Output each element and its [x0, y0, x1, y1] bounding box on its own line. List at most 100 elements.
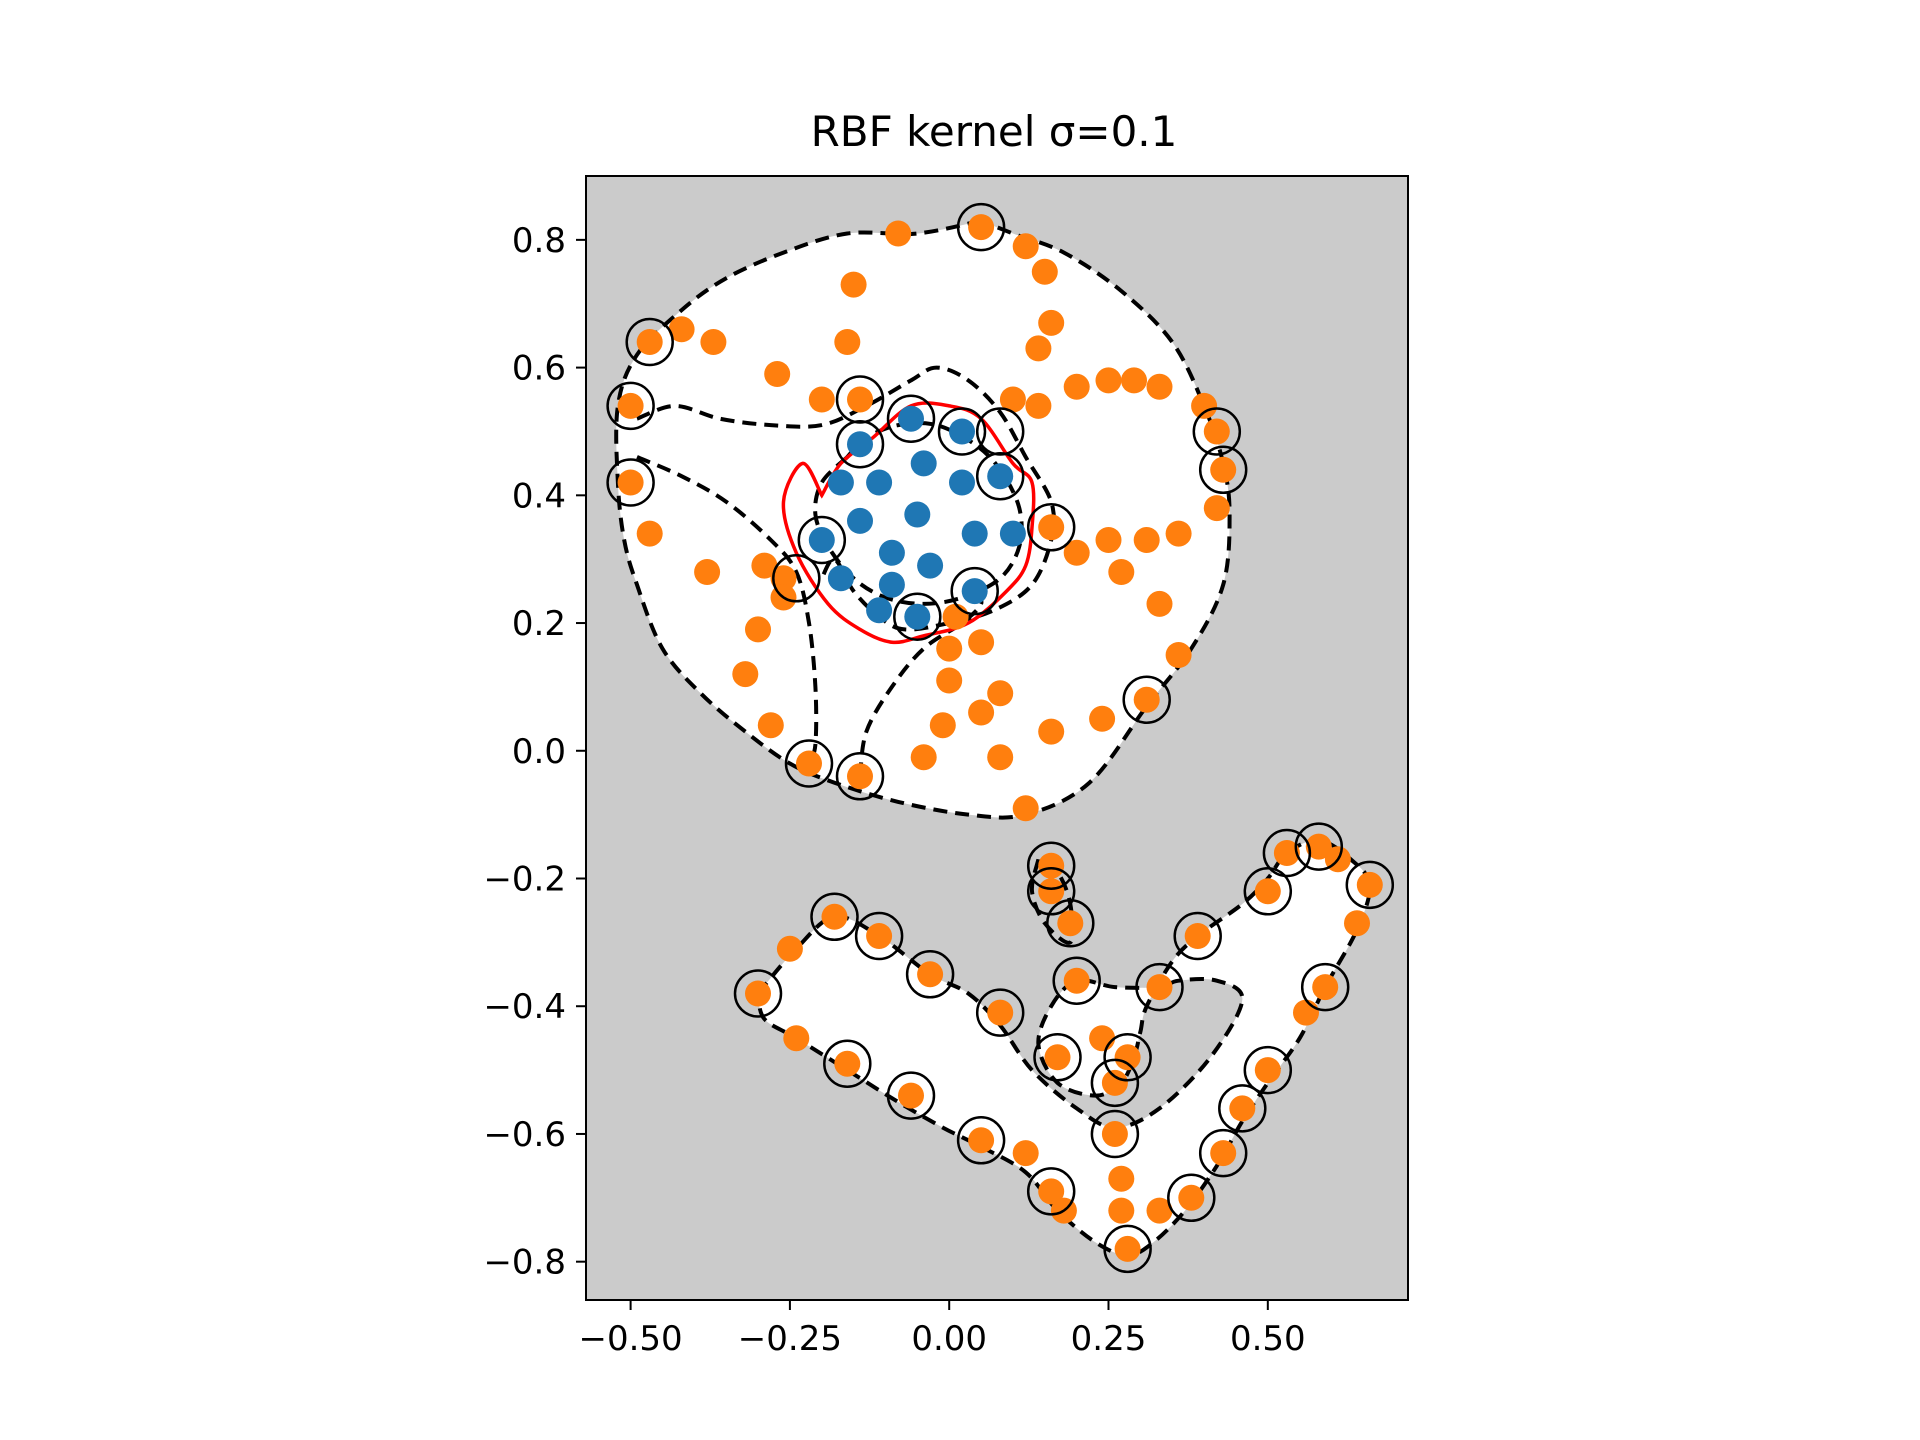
- outer-class-point: [987, 680, 1014, 707]
- outer-class-point: [1038, 852, 1065, 879]
- support-vector-ring: [905, 950, 955, 999]
- outer-class-point: [936, 635, 963, 662]
- support-vector-ring: [975, 451, 1025, 501]
- outer-class-point: [1165, 520, 1192, 547]
- support-vector-ring: [854, 911, 904, 961]
- outer-class-point: [776, 935, 803, 962]
- support-vector-ring: [886, 394, 936, 443]
- support-vector-ring: [606, 458, 655, 507]
- support-vector-ring: [1026, 1167, 1076, 1216]
- outer-class-point: [617, 469, 644, 496]
- outer-class-point: [1203, 418, 1230, 445]
- outer-class-point: [1038, 514, 1065, 541]
- support-vector-ring: [1026, 503, 1076, 552]
- outer-class-point: [847, 386, 873, 413]
- y-axis: 0.8 0.6 0.4 0.2 0.0 −0.2 −0.4 −0.6 −0.8: [483, 221, 586, 1283]
- support-vector-ring: [886, 1071, 936, 1120]
- support-vector-ring: [1243, 867, 1293, 916]
- outer-class-point: [1012, 233, 1039, 260]
- support-vector-ring: [810, 892, 859, 942]
- outer-class-point: [968, 1127, 995, 1154]
- outer-class-point: [1063, 967, 1090, 994]
- outer-class-point: [700, 329, 727, 355]
- decision-boundary: [781, 401, 1036, 645]
- inner-class-point: [827, 469, 854, 496]
- outer-class-point: [1210, 456, 1237, 483]
- support-vector-ring: [1167, 1173, 1216, 1223]
- y-tick-label: −0.6: [483, 1115, 566, 1155]
- outer-class-point: [757, 712, 784, 739]
- outer-class-point: [1108, 1165, 1135, 1192]
- support-vector-ring: [956, 202, 1006, 252]
- support-vector-ring: [733, 969, 783, 1018]
- outer-class-point: [732, 661, 759, 688]
- decision-boundary-layer: [781, 401, 1036, 645]
- support-vector-ring: [1192, 407, 1242, 456]
- support-vector-ring: [797, 515, 847, 565]
- points-layer: [617, 214, 1383, 1262]
- outer-class-point: [1203, 495, 1230, 522]
- margin-contour: [636, 455, 819, 765]
- margin-contour: [858, 589, 984, 777]
- outer-class-point: [1095, 527, 1122, 553]
- outer-class-point: [1133, 686, 1160, 713]
- outer-class-point: [1178, 1184, 1205, 1211]
- outer-class-point: [1356, 871, 1383, 898]
- outer-class-point: [770, 565, 797, 592]
- support-vector-ring: [956, 1116, 1006, 1165]
- outer-class-point: [1121, 367, 1147, 394]
- outer-class-point: [1031, 258, 1058, 285]
- outer-class-point: [987, 999, 1014, 1026]
- support-vector-ring: [1103, 1224, 1152, 1274]
- outer-class-point: [1057, 910, 1084, 937]
- support-vector-ring: [1122, 675, 1171, 724]
- support-vector-ring: [1090, 1058, 1140, 1108]
- y-tick-label: 0.2: [512, 604, 566, 644]
- inner-class-point: [827, 565, 854, 592]
- outer-class-point: [1191, 392, 1218, 419]
- support-vector-ring: [606, 381, 655, 431]
- outer-class-point: [1038, 309, 1065, 336]
- outer-class-point: [968, 629, 995, 656]
- inner-class-point: [904, 501, 931, 528]
- margin-contour: [1029, 855, 1075, 945]
- support-vector-ring: [1135, 962, 1184, 1012]
- inner-class-point: [878, 571, 905, 598]
- x-tick-label: 0.50: [1230, 1319, 1306, 1359]
- outer-class-point: [942, 603, 969, 630]
- support-vector-ring: [1026, 867, 1076, 916]
- outer-class-point: [917, 961, 944, 988]
- outer-class-point: [840, 271, 867, 298]
- outer-class-point: [999, 386, 1026, 413]
- outer-class-point: [987, 744, 1014, 771]
- y-tick-label: −0.2: [483, 860, 566, 900]
- support-vector-ring: [1033, 1033, 1082, 1082]
- support-vector-ring: [975, 407, 1025, 456]
- y-tick-label: −0.4: [483, 987, 566, 1027]
- outer-class-point: [783, 1025, 810, 1052]
- margin-contour: [614, 218, 1232, 820]
- outer-class-point: [1344, 910, 1370, 937]
- outer-class-point: [751, 552, 778, 579]
- inner-class-point: [949, 469, 975, 496]
- inner-class-point: [866, 469, 893, 496]
- y-tick-label: 0.0: [512, 732, 566, 772]
- support-vector-ring: [625, 317, 674, 367]
- outer-class-point: [834, 329, 861, 355]
- outer-class-point: [1089, 1025, 1116, 1052]
- outer-class-point: [1273, 840, 1300, 866]
- outer-class-point: [1012, 1140, 1039, 1167]
- outer-class-point: [968, 699, 995, 726]
- outer-class-point: [847, 763, 873, 790]
- inner-class-point: [910, 450, 937, 477]
- outer-class-point: [1114, 1044, 1141, 1071]
- x-tick-label: 0.25: [1071, 1319, 1147, 1359]
- support-vector-ring: [772, 554, 821, 603]
- y-tick-label: 0.4: [512, 476, 566, 516]
- outer-class-point: [821, 903, 848, 930]
- outer-class-point: [694, 559, 721, 585]
- outer-class-point: [936, 667, 963, 694]
- outer-class-point: [636, 520, 663, 547]
- inner-class-point: [999, 520, 1026, 547]
- support-vector-ring: [937, 407, 987, 456]
